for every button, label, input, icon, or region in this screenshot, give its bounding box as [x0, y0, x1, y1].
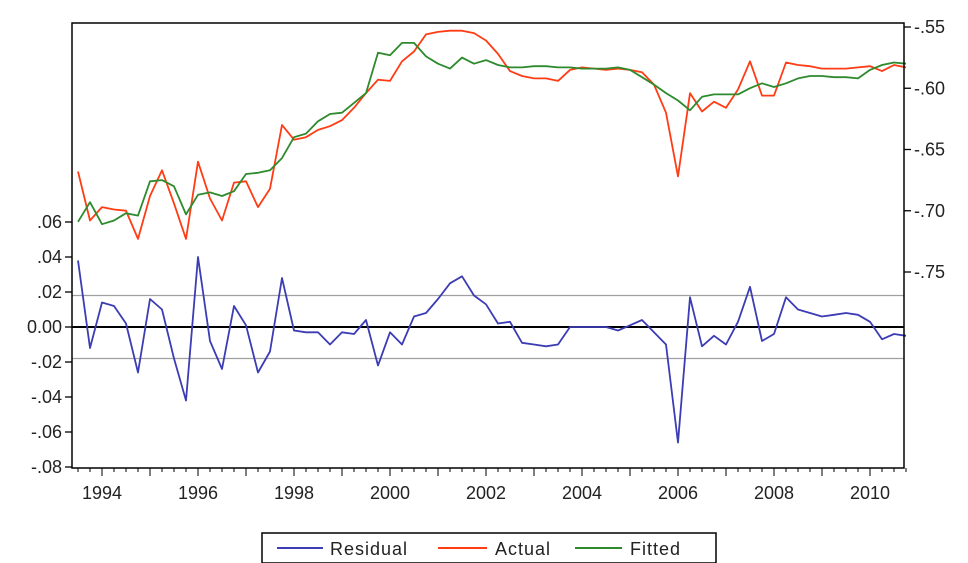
x-tick-label: 1998	[274, 483, 314, 503]
reference-lines	[72, 294, 904, 360]
x-tick-label: 1996	[178, 483, 218, 503]
right-tick-label: -.55	[914, 17, 945, 37]
x-tick-label: 2006	[658, 483, 698, 503]
legend-box	[261, 532, 717, 563]
right-tick-label: -.75	[914, 262, 945, 282]
x-tick-label: 2008	[754, 483, 794, 503]
right-tick-label: -.65	[914, 140, 945, 160]
axis-ticks: .06 .04 .02 0.00 -.02 -.04 -.06 -.08 -.55 -.60 -.6…	[27, 17, 945, 503]
series-line-actual	[77, 29, 907, 240]
x-tick-label: 2010	[850, 483, 890, 503]
x-tick-label: 1994	[82, 483, 122, 503]
legend: Residual Actual Fitted	[261, 532, 717, 563]
x-tick-label: 2000	[370, 483, 410, 503]
left-tick-label: -.08	[31, 457, 62, 477]
x-tick-label: 2004	[562, 483, 602, 503]
left-tick-label: .06	[37, 212, 62, 232]
plot-frame	[71, 22, 905, 469]
left-tick-label: 0.00	[27, 317, 62, 337]
legend-label-residual: Residual	[330, 539, 408, 559]
x-tick-label: 2002	[466, 483, 506, 503]
left-tick-label: -.02	[31, 352, 62, 372]
series-line-residual	[77, 256, 907, 444]
right-tick-label: -.60	[914, 78, 945, 98]
left-tick-label: -.06	[31, 422, 62, 442]
left-tick-label: .04	[37, 247, 62, 267]
legend-label-actual: Actual	[495, 539, 551, 559]
left-tick-label: .02	[37, 282, 62, 302]
legend-label-fitted: Fitted	[630, 539, 681, 559]
left-tick-label: -.04	[31, 387, 62, 407]
series-line-fitted	[77, 42, 907, 226]
right-tick-label: -.70	[914, 201, 945, 221]
series-layer	[77, 29, 907, 444]
